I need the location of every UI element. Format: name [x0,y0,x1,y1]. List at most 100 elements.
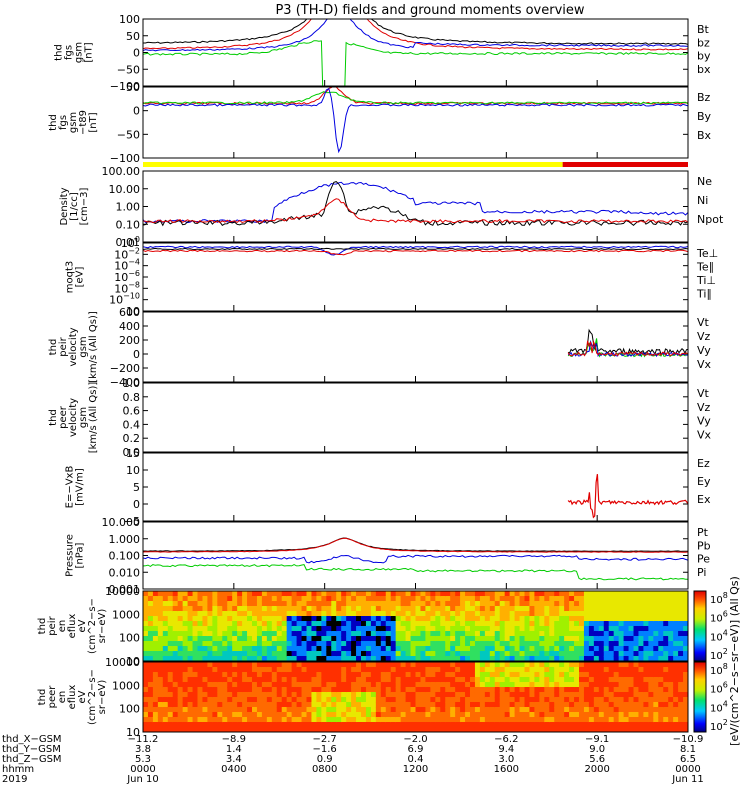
heatmap-cell [534,677,540,683]
heatmap-cell [643,621,649,627]
heatmap-cell [365,667,372,673]
heatmap-cell [415,616,422,622]
heatmap-cell [311,596,318,602]
heatmap-cell [361,641,367,647]
heatmap-cell [172,611,179,617]
heatmap-cell [380,677,387,683]
heatmap-cell [554,722,560,728]
heatmap-cell [202,596,209,602]
legend-entry: Pt [697,526,709,539]
heatmap-cell [157,677,164,683]
heatmap-cell [450,727,456,732]
heatmap-cell [232,626,238,632]
heatmap-cell [410,641,417,647]
heatmap-cell [217,702,223,708]
heatmap-cell [281,636,288,642]
heatmap-cell [336,621,342,627]
heatmap-cell [420,677,427,683]
heatmap-cell [370,631,377,637]
heatmap-cell [286,722,293,728]
heatmap-cell [470,601,476,607]
heatmap-cell [157,662,164,668]
heatmap-cell [370,616,377,622]
heatmap-cell [197,651,204,657]
heatmap-cell [678,636,684,642]
heatmap-cell [410,626,417,632]
heatmap-cell [346,631,352,637]
heatmap-cell [385,702,392,708]
ylabel-line: eflux [67,685,78,710]
heatmap-cell [425,667,431,673]
heatmap-cell [192,646,199,652]
heatmap-cell [207,616,213,622]
heatmap-cell [623,682,630,688]
xtick-y-gsm: 1.4 [226,744,242,755]
heatmap-cell [152,631,159,637]
heatmap-cell [638,601,645,607]
heatmap-cell [356,727,362,732]
heatmap-cell [281,727,288,732]
heatmap-cell [276,621,283,627]
heatmap-cell [648,626,654,632]
heatmap-cell [202,626,209,632]
heatmap-cell [390,636,397,642]
heatmap-cell [276,596,283,602]
heatmap-cell [331,712,337,718]
heatmap-cell [603,601,610,607]
ylabel-line: [nPa] [75,542,86,568]
heatmap-cell [554,591,560,597]
heatmap-cell [539,656,545,661]
heatmap-cell [331,636,337,642]
heatmap-cell [380,641,387,647]
heatmap-cell [276,611,283,617]
heatmap-cell [638,636,645,642]
heatmap-cell [509,727,516,732]
heatmap-cell [291,601,298,607]
heatmap-cell [172,682,179,688]
heatmap-cell [455,662,461,668]
heatmap-cell [554,667,560,673]
heatmap-cell [524,596,531,602]
heatmap-cell [583,626,590,632]
heatmap-cell [554,702,560,708]
heatmap-cell [301,697,308,703]
heatmap-cell [157,727,164,732]
heatmap-cell [351,621,357,627]
heatmap-cell [247,717,253,723]
heatmap-cell [564,687,570,693]
heatmap-cell [331,662,337,668]
heatmap-cell [613,687,620,693]
heatmap-cell [147,621,154,627]
heatmap-cell [549,591,555,597]
heatmap-cell [370,636,377,642]
heatmap-cell [266,682,273,688]
heatmap-cell [296,611,303,617]
heatmap-cell [222,727,228,732]
heatmap-cell [534,656,540,661]
heatmap-cell [306,722,313,728]
heatmap-cell [276,636,283,642]
heatmap-cell [445,636,451,642]
heatmap-cell [316,616,322,622]
heatmap-cell [281,641,288,647]
heatmap-cell [331,601,337,607]
heatmap-cell [564,722,570,728]
heatmap-cell [479,692,486,698]
heatmap-cell [271,616,278,622]
heatmap-cell [474,651,481,657]
heatmap-cell [479,641,486,647]
heatmap-cell [370,707,377,713]
ytick-label: 1000 [112,608,140,621]
heatmap-cell [351,717,357,723]
xtick-hhmm: 0400 [221,764,246,775]
heatmap-cell [375,667,382,673]
heatmap-cell [569,656,575,661]
heatmap-cell [192,692,199,698]
heatmap-cell [390,616,397,622]
heatmap-cell [390,692,397,698]
heatmap-cell [450,656,456,661]
heatmap-cell [583,707,590,713]
heatmap-cell [187,712,194,718]
heatmap-cell [157,717,164,723]
heatmap-cell [256,697,263,703]
